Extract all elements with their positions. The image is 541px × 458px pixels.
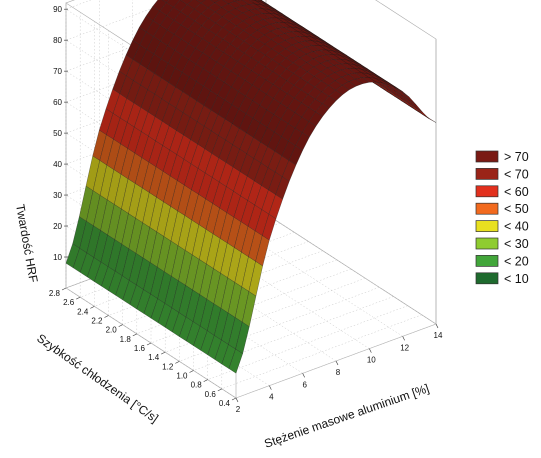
- legend-swatch: [475, 168, 499, 180]
- x-tick-mark: [369, 348, 372, 353]
- y-tick-label: 1.6: [134, 344, 146, 353]
- y-tick-label: 2.6: [63, 298, 75, 307]
- x-tick-label: 4: [269, 393, 274, 402]
- legend-swatch: [475, 237, 499, 250]
- y-tick-mark: [104, 315, 109, 318]
- x-tick-label: 14: [434, 331, 443, 340]
- z-tick-label: 70: [53, 67, 62, 76]
- z-tick-label: 50: [53, 129, 62, 138]
- x-tick-mark: [269, 385, 272, 390]
- surface-patch: [196, 0, 206, 4]
- legend-label: < 50: [504, 202, 529, 216]
- y-tick-label: 1.2: [162, 362, 174, 371]
- y-tick-label: 1.4: [148, 353, 160, 362]
- x-tick-mark: [302, 373, 305, 378]
- z-tick-label: 30: [53, 191, 62, 200]
- y-tick-mark: [203, 379, 208, 382]
- legend-swatch: [475, 255, 499, 267]
- y-tick-mark: [217, 388, 222, 392]
- y-tick-mark: [175, 361, 180, 364]
- surface-patch: [422, 114, 437, 123]
- y-tick-mark: [90, 306, 95, 309]
- z-tick-label: 40: [53, 160, 62, 169]
- surface-patch: [161, 0, 170, 3]
- legend-label: < 20: [504, 254, 529, 268]
- y-tick-label: 2.0: [106, 326, 118, 335]
- legend-label: < 40: [504, 220, 529, 234]
- legend-swatch: [475, 272, 499, 285]
- z-tick-label: 10: [53, 253, 62, 262]
- x-tick-label: 8: [336, 368, 341, 377]
- y-tick-label: 2.8: [49, 289, 61, 298]
- z-tick-label: 20: [53, 222, 62, 231]
- legend-swatch: [475, 150, 499, 163]
- y-tick-mark: [189, 370, 194, 373]
- legend-label: < 70: [504, 167, 529, 181]
- y-tick-label: 2.4: [77, 307, 89, 316]
- legend-swatch: [475, 220, 499, 232]
- y-tick-label: 2.2: [91, 317, 103, 326]
- x-tick-label: 6: [302, 380, 307, 389]
- z-axis-label: Twardość HRF: [13, 203, 41, 284]
- y-tick-mark: [132, 333, 137, 337]
- y-tick-mark: [118, 324, 123, 327]
- x-tick-mark: [402, 336, 405, 341]
- x-tick-label: 10: [367, 356, 376, 365]
- y-tick-label: 0.8: [191, 381, 203, 390]
- y-tick-mark: [161, 351, 166, 355]
- z-tick-label: 90: [53, 5, 62, 14]
- x-tick-mark: [335, 360, 339, 366]
- y-tick-label: 0.6: [205, 390, 217, 399]
- x-tick-label: 12: [400, 343, 409, 352]
- legend-swatch: [475, 202, 499, 215]
- y-tick-mark: [146, 342, 152, 346]
- x-tick-label: 2: [236, 405, 241, 414]
- y-tick-mark: [231, 397, 237, 401]
- legend-swatch: [475, 185, 499, 198]
- legend-label: < 60: [504, 185, 529, 199]
- y-tick-label: 1.8: [120, 335, 132, 344]
- y-tick-mark: [61, 287, 67, 291]
- legend-label: < 10: [504, 272, 529, 286]
- legend: > 70 < 70 < 60 < 50 < 40 < 30 < 20 < 10: [475, 150, 529, 286]
- z-tick-label: 80: [53, 36, 62, 45]
- x-tick-mark: [435, 323, 439, 329]
- x-axis-label: Stężenie masowe aluminium [%]: [262, 381, 431, 451]
- x-tick-mark: [235, 397, 239, 403]
- axis-ticks: 10 20 30 40 50 60 70 80 90 2 4 6 8 10 12 14 2.82.62.42.2…: [49, 5, 443, 414]
- surface-plot: [65, 0, 437, 374]
- y-tick-mark: [76, 296, 81, 300]
- legend-label: > 70: [504, 150, 529, 164]
- y-tick-label: 1.0: [176, 372, 188, 381]
- y-tick-label: 0.4: [219, 399, 231, 408]
- legend-label: < 30: [504, 237, 529, 251]
- z-tick-label: 60: [53, 98, 62, 107]
